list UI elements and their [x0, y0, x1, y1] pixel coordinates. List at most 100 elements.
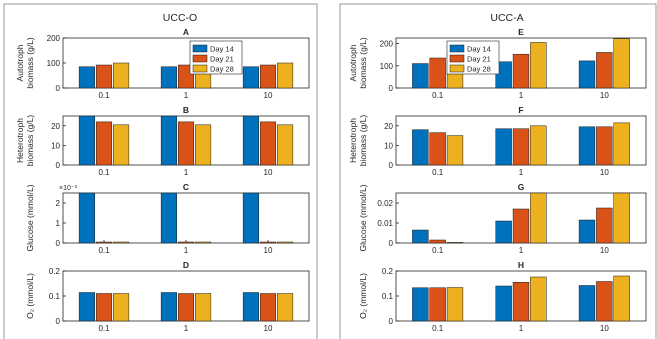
y-axis-label: Glucose (mmol/L) — [358, 184, 368, 251]
legend-swatch — [192, 44, 208, 53]
y-tick-label: 2 — [56, 199, 61, 208]
x-tick-label: 10 — [600, 246, 609, 255]
x-tick-label: 1 — [184, 324, 189, 333]
bar-d-day-28 — [195, 293, 212, 322]
subplot-title: E — [518, 27, 524, 37]
legend-swatch — [192, 64, 208, 73]
x-tick-label: 10 — [600, 168, 609, 177]
x-tick-label: 0.1 — [98, 324, 110, 333]
bar-a-day-28 — [113, 62, 130, 89]
bar-h-day-28 — [530, 276, 547, 322]
y-axis-label: O₂ (mmol/L) — [25, 273, 35, 319]
x-tick-label: 10 — [264, 91, 273, 100]
bar-a-day-14 — [242, 66, 259, 89]
bar-f-day-28 — [530, 125, 547, 166]
right-panel-title: UCC-A — [490, 12, 523, 24]
legend-swatch — [192, 54, 208, 63]
bar-h-day-28 — [446, 287, 464, 322]
left-panel-title: UCC-O — [163, 12, 197, 24]
bar-f-day-21 — [596, 126, 613, 166]
legend-label: Day 14 — [210, 45, 234, 54]
y-tick-label: 0 — [56, 239, 61, 248]
x-tick-label: 0.1 — [98, 91, 110, 100]
y-tick-label: 100 — [47, 59, 61, 68]
x-tick-label: 1 — [519, 91, 524, 100]
y-tick-label: 0 — [56, 84, 61, 93]
y-tick-label: 0.2 — [382, 267, 394, 276]
bar-f-day-21 — [512, 128, 530, 166]
bar-d-day-21 — [259, 293, 277, 322]
bar-c-day-28 — [195, 241, 212, 244]
y-tick-label: 0 — [389, 161, 394, 170]
bar-e-day-21 — [429, 57, 446, 89]
y-axis-label: Autotroph — [15, 44, 25, 81]
bar-c-day-14 — [160, 192, 177, 244]
x-tick-label: 10 — [264, 168, 273, 177]
y-tick-label: 0 — [389, 239, 394, 248]
bar-e-day-14 — [495, 61, 512, 89]
y-tick-label: 0 — [56, 161, 61, 170]
axes-box — [62, 192, 310, 244]
bar-h-day-14 — [412, 287, 429, 322]
bar-g-day-21 — [596, 207, 613, 244]
legend-label: Day 14 — [467, 45, 491, 54]
subplot-title: H — [518, 260, 524, 270]
y-tick-label: 200 — [380, 40, 394, 49]
bar-c-day-14 — [242, 192, 259, 244]
subplot-e: E 0 100 200 Autotroph biomass (g/L) 0.1 1 10 Day … — [348, 27, 647, 100]
bar-c-day-28 — [277, 241, 294, 244]
y-axis-label: biomass (g/L) — [25, 115, 35, 167]
bar-g-day-14 — [578, 219, 596, 244]
y-tick-label: 0.2 — [49, 267, 61, 276]
y-tick-label: 1 — [56, 219, 61, 228]
bar-e-day-28 — [530, 42, 547, 89]
bar-g-day-28 — [446, 242, 464, 244]
bar-h-day-21 — [512, 282, 530, 322]
subplot-title: C — [183, 182, 189, 192]
x-tick-label: 0.1 — [432, 168, 444, 177]
bar-f-day-14 — [495, 128, 512, 166]
y-tick-label: 10 — [384, 141, 393, 150]
legend-label: Day 28 — [467, 65, 491, 74]
bar-h-day-21 — [596, 281, 613, 322]
y-axis-label: Heterotroph — [348, 118, 358, 163]
x-tick-label: 10 — [264, 324, 273, 333]
bar-h-day-14 — [578, 285, 596, 322]
bar-a-day-21 — [95, 64, 113, 89]
y-axis-label: biomass (g/L) — [25, 37, 35, 89]
bar-g-day-21 — [429, 239, 446, 244]
subplot-title: D — [183, 260, 189, 270]
x-tick-label: 1 — [519, 246, 524, 255]
bar-g-day-14 — [495, 220, 512, 244]
y-tick-label: 0.1 — [49, 292, 61, 301]
bar-b-day-28 — [277, 124, 294, 166]
bar-b-day-14 — [160, 115, 177, 166]
bar-g-day-21 — [512, 208, 530, 244]
y-tick-label: 0.1 — [382, 292, 394, 301]
subplot-f: F 0 10 20 Heterotroph biomass (g/L) 0.1 1 10 — [348, 105, 647, 177]
bar-a-day-28 — [277, 62, 294, 89]
left-panel-border — [3, 3, 318, 339]
y-axis-label: Glucose (mmol/L) — [25, 184, 35, 251]
bar-g-day-28 — [613, 192, 630, 244]
bar-h-day-28 — [613, 275, 630, 322]
bar-d-day-28 — [113, 293, 130, 322]
x-tick-label: 1 — [184, 246, 189, 255]
right-panel-border — [339, 3, 657, 339]
bar-b-day-14 — [242, 115, 259, 166]
subplot-title: F — [518, 105, 523, 115]
bar-b-day-28 — [113, 124, 130, 166]
x-tick-label: 1 — [519, 324, 524, 333]
y-tick-label: 0 — [56, 317, 61, 326]
legend-swatch — [449, 64, 465, 73]
subplot-title: A — [183, 27, 189, 37]
bar-a-day-14 — [78, 66, 95, 89]
bar-c-day-14 — [78, 192, 95, 244]
bar-g-day-28 — [530, 192, 547, 244]
bar-b-day-21 — [259, 121, 277, 166]
bar-e-day-21 — [596, 52, 613, 89]
bar-e-day-21 — [512, 53, 530, 89]
y-tick-label: 200 — [47, 34, 61, 43]
y-axis-label: biomass (g/L) — [358, 115, 368, 167]
